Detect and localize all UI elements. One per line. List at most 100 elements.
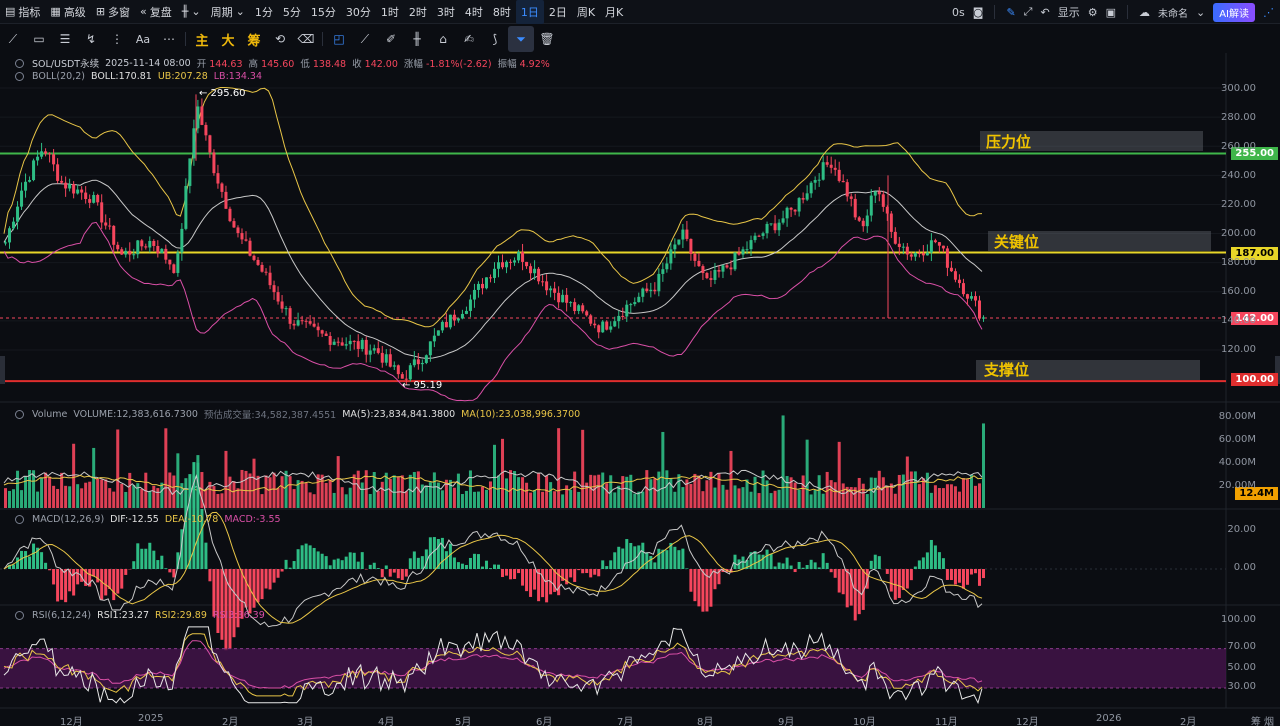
- candle-body: [497, 262, 501, 269]
- brush-icon[interactable]: ⟆: [492, 32, 498, 46]
- eraser-icon[interactable]: ⌫: [297, 32, 315, 46]
- candle-body: [36, 156, 40, 161]
- filter-icon[interactable]: ⏷: [508, 26, 534, 52]
- interval-6[interactable]: 3时: [436, 5, 455, 19]
- boll-lb: LB:134.34: [213, 71, 263, 82]
- macd-histogram-bar: [268, 569, 272, 590]
- key-zone-box[interactable]: [988, 231, 1211, 251]
- candle-type-button[interactable]: ╫ ⌄: [177, 0, 206, 24]
- x-axis-label: 8月: [697, 717, 714, 726]
- candle-body: [653, 289, 657, 292]
- macd-histogram-bar: [88, 569, 92, 587]
- volume-bar: [336, 456, 340, 508]
- candle-body: [505, 261, 509, 268]
- large-button[interactable]: 大: [221, 33, 235, 49]
- macd-histogram-bar: [529, 569, 533, 597]
- bell-icon[interactable]: [15, 515, 24, 524]
- candle-body: [104, 222, 108, 226]
- eye-icon[interactable]: [15, 58, 24, 68]
- note-icon[interactable]: ✍: [463, 32, 475, 46]
- ai-analysis-button[interactable]: AI解读: [1213, 2, 1255, 22]
- candle-body: [248, 240, 252, 256]
- ruler-icon[interactable]: ⟋: [360, 31, 370, 46]
- interval-3[interactable]: 30分: [345, 5, 371, 19]
- candle-icon[interactable]: ╫: [413, 32, 421, 46]
- macd-histogram-bar: [505, 569, 509, 576]
- multi-window-button[interactable]: ⊞ 多窗: [95, 5, 131, 19]
- undo-icon[interactable]: ↶: [1040, 5, 1050, 19]
- period-dropdown[interactable]: 周期 ⌄: [210, 5, 245, 19]
- interval-1[interactable]: 5分: [282, 5, 301, 19]
- volume-bar: [909, 471, 913, 508]
- volume-bar: [80, 488, 84, 508]
- x-axis-label: 11月: [935, 717, 958, 726]
- text-tool-icon[interactable]: Aa: [135, 32, 151, 46]
- more-tools-icon[interactable]: ⋯: [163, 32, 175, 46]
- resistance-zone-box[interactable]: [980, 131, 1203, 151]
- macd-histogram-bar: [468, 557, 472, 569]
- candle-body: [380, 352, 384, 363]
- fullscreen-icon[interactable]: ⤢: [1023, 5, 1033, 18]
- interval-8[interactable]: 8时: [492, 5, 511, 19]
- chevron-down-icon: ⌄: [235, 5, 245, 18]
- macd-histogram-bar: [312, 547, 316, 569]
- advanced-button[interactable]: ▦ 高级: [50, 5, 86, 19]
- volume-bar: [260, 494, 264, 508]
- pen-icon[interactable]: ✎: [1006, 5, 1016, 19]
- interval-7[interactable]: 4时: [464, 5, 483, 19]
- interval-4[interactable]: 1时: [380, 5, 399, 19]
- candle-body: [965, 294, 969, 299]
- magnet-icon[interactable]: ◰: [333, 32, 345, 46]
- interval-11[interactable]: 周K: [576, 5, 596, 19]
- layout-icon[interactable]: ▣: [1105, 5, 1116, 19]
- interval-9[interactable]: 1日: [515, 0, 544, 24]
- pencil-icon[interactable]: ✐: [385, 32, 397, 46]
- wave-tool-icon[interactable]: ↯: [85, 32, 97, 46]
- main-chart-button[interactable]: 主: [195, 33, 209, 49]
- fibonacci-tool-icon[interactable]: ⋮: [111, 32, 123, 46]
- trash-icon[interactable]: 🗑: [539, 32, 555, 46]
- macd-histogram-bar: [276, 569, 280, 578]
- display-button[interactable]: 显示: [1057, 6, 1080, 19]
- candle-body: [729, 267, 733, 270]
- macd-histogram-bar: [641, 542, 645, 569]
- settings-icon[interactable]: ⚙: [1087, 5, 1098, 19]
- volume-bar: [661, 431, 665, 508]
- interval-5[interactable]: 2时: [408, 5, 427, 19]
- sync-icon[interactable]: ⟲: [274, 32, 286, 46]
- share-icon[interactable]: ⋰: [1263, 5, 1274, 19]
- macd-legend: MACD(12,26,9) DIF:-12.55 DEA:-10.78 MACD…: [15, 514, 281, 525]
- bell-icon[interactable]: [15, 611, 24, 620]
- replay-button[interactable]: «复盘: [140, 5, 172, 19]
- layout-name-dropdown[interactable]: 未命名: [1157, 8, 1188, 20]
- camera-icon[interactable]: ◙: [972, 5, 984, 19]
- volume-bar: [164, 428, 168, 508]
- calendar-icon: ▦: [50, 5, 61, 18]
- volume-bar: [933, 485, 937, 508]
- support-zone-box[interactable]: [976, 360, 1200, 380]
- lock-icon[interactable]: ⌂: [439, 32, 447, 46]
- candle-body: [388, 354, 392, 367]
- rectangle-tool-icon[interactable]: ▭: [33, 32, 45, 46]
- candle-body: [521, 252, 525, 262]
- candle-body: [917, 253, 921, 255]
- price-axis-label: 180.00: [1221, 257, 1256, 268]
- chip-button[interactable]: 筹: [247, 33, 261, 49]
- volume-bar: [577, 491, 581, 508]
- macd-histogram-bar: [360, 552, 364, 569]
- trend-line-tool-icon[interactable]: ⟋: [8, 31, 18, 46]
- macd-histogram-bar: [645, 552, 649, 569]
- eye-icon[interactable]: [15, 409, 24, 419]
- interval-12[interactable]: 月K: [605, 5, 624, 19]
- candle-body: [300, 320, 304, 322]
- candle-body: [657, 273, 661, 292]
- volume-bar: [961, 478, 965, 508]
- interval-10[interactable]: 2日: [548, 5, 567, 19]
- bell-icon[interactable]: [15, 72, 24, 81]
- candle-body: [981, 317, 985, 319]
- indicator-button[interactable]: ▤ 指标: [5, 5, 41, 19]
- horizontal-lines-tool-icon[interactable]: ☰: [59, 32, 71, 46]
- volume-bar: [328, 479, 332, 508]
- interval-0[interactable]: 1分: [254, 5, 273, 19]
- interval-2[interactable]: 15分: [310, 5, 336, 19]
